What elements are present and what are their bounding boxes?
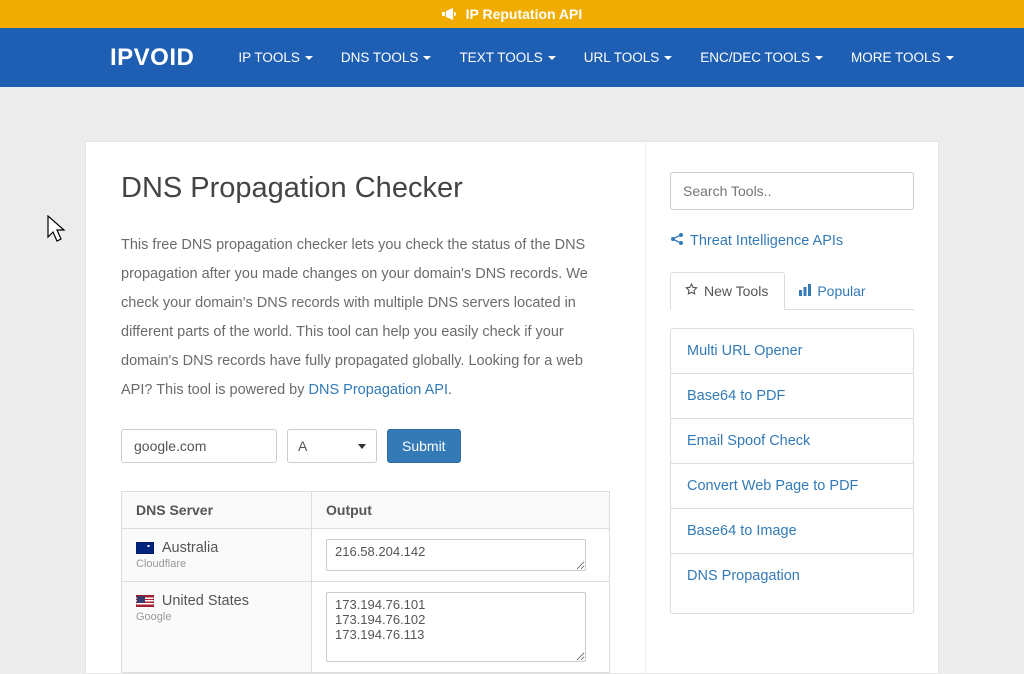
output-box[interactable]: 216.58.204.142 [326, 539, 586, 571]
tab-popular[interactable]: Popular [785, 272, 881, 309]
dns-propagation-api-link[interactable]: DNS Propagation API [309, 382, 448, 398]
main-navbar: IPVOID IP TOOLS DNS TOOLS TEXT TOOLS URL… [0, 28, 1024, 87]
nav-items: IP TOOLS DNS TOOLS TEXT TOOLS URL TOOLS … [224, 40, 967, 75]
chevron-down-icon [815, 56, 823, 60]
tool-link[interactable]: Email Spoof Check [671, 419, 913, 464]
tool-link[interactable]: Base64 to PDF [671, 374, 913, 419]
record-type-select[interactable]: A [287, 429, 377, 463]
star-icon [685, 283, 698, 299]
nav-dns-tools[interactable]: DNS TOOLS [327, 40, 446, 75]
server-country: Australia [162, 540, 218, 556]
flag-icon-us [136, 595, 154, 607]
announcement-text: IP Reputation API [466, 6, 583, 22]
nav-ip-tools[interactable]: IP TOOLS [224, 40, 327, 75]
tool-link[interactable]: DNS Propagation [671, 554, 913, 598]
announcement-bar[interactable]: IP Reputation API [0, 0, 1024, 28]
tool-link[interactable]: Multi URL Opener [671, 329, 913, 374]
table-row: Australia Cloudflare 216.58.204.142 [122, 529, 610, 582]
bar-chart-icon [799, 283, 811, 299]
submit-button[interactable]: Submit [387, 429, 461, 463]
brand-logo[interactable]: IPVOID [110, 44, 194, 72]
tab-new-tools[interactable]: New Tools [670, 272, 785, 310]
mouse-cursor-icon [47, 215, 69, 245]
server-country: United States [162, 593, 249, 609]
chevron-down-icon [664, 56, 672, 60]
output-box[interactable]: 173.194.76.101 173.194.76.102 173.194.76… [326, 592, 586, 662]
tool-link[interactable]: Convert Web Page to PDF [671, 464, 913, 509]
results-table: DNS Server Output Australia Cloudflare 2… [121, 491, 610, 673]
sidebar: Threat Intelligence APIs New Tools Popul… [645, 141, 939, 674]
table-row: United States Google 173.194.76.101 173.… [122, 582, 610, 673]
chevron-down-icon [305, 56, 313, 60]
server-provider: Google [136, 611, 297, 623]
page-title: DNS Propagation Checker [121, 172, 610, 205]
share-icon [670, 232, 684, 250]
col-dns-server: DNS Server [122, 492, 312, 529]
content-container: DNS Propagation Checker This free DNS pr… [85, 141, 939, 674]
nav-more-tools[interactable]: MORE TOOLS [837, 40, 968, 75]
domain-input[interactable] [121, 429, 277, 463]
chevron-down-icon [946, 56, 954, 60]
sidebar-tabs: New Tools Popular [670, 272, 914, 310]
record-type-value: A [298, 438, 307, 454]
megaphone-icon [442, 1, 456, 29]
chevron-down-icon [423, 56, 431, 60]
chevron-down-icon [548, 56, 556, 60]
search-input[interactable] [670, 172, 914, 210]
flag-icon-au [136, 542, 154, 554]
chevron-down-icon [358, 444, 366, 449]
nav-encdec-tools[interactable]: ENC/DEC TOOLS [686, 40, 837, 75]
tool-list-panel: Multi URL Opener Base64 to PDF Email Spo… [670, 328, 914, 614]
nav-url-tools[interactable]: URL TOOLS [570, 40, 687, 75]
threat-intelligence-link[interactable]: Threat Intelligence APIs [670, 232, 914, 250]
col-output: Output [312, 492, 610, 529]
nav-text-tools[interactable]: TEXT TOOLS [445, 40, 569, 75]
page-description: This free DNS propagation checker lets y… [121, 231, 610, 405]
lookup-form: A Submit [121, 429, 610, 463]
main-card: DNS Propagation Checker This free DNS pr… [85, 141, 645, 674]
tool-list[interactable]: Multi URL Opener Base64 to PDF Email Spo… [671, 329, 913, 613]
tool-link[interactable]: Base64 to Image [671, 509, 913, 554]
server-provider: Cloudflare [136, 558, 297, 570]
